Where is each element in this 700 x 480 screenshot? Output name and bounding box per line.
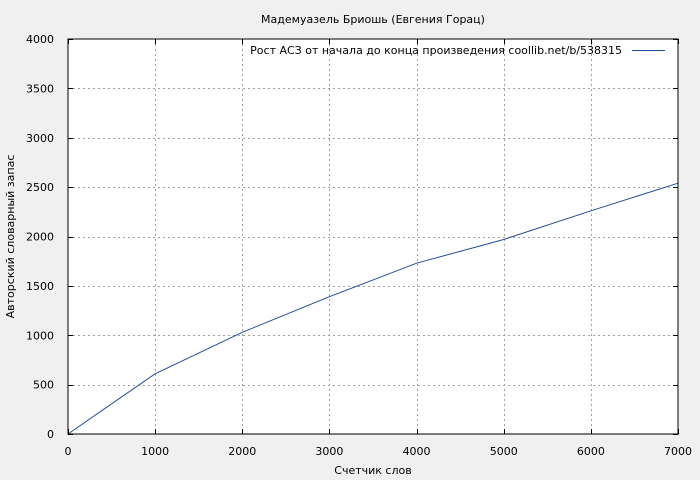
x-tick-label: 5000 [490,445,518,458]
x-tick-label: 0 [65,445,72,458]
y-tick-label: 500 [33,379,54,392]
x-tick-label: 2000 [228,445,256,458]
y-tick-label: 3500 [26,82,54,95]
axis-ticks: 0 1000 2000 3000 4000 5000 6000 7000 0 500 1000 150… [26,33,692,458]
x-tick-label: 3000 [315,445,343,458]
y-tick-label: 1000 [26,329,54,342]
chart-title: Мадемуазель Бриошь (Евгения Горац) [261,13,485,26]
x-tick-label: 1000 [141,445,169,458]
y-tick-label: 4000 [26,33,54,46]
x-tick-label: 4000 [403,445,431,458]
y-tick-label: 2500 [26,181,54,194]
series-layer [67,182,679,435]
plot-background [68,39,678,434]
x-tick-label: 6000 [577,445,605,458]
y-tick-label: 3000 [26,132,54,145]
series-line [67,182,679,435]
y-tick-label: 2000 [26,231,54,244]
x-tick-label: 7000 [664,445,692,458]
legend: Рост АСЗ от начала до конца произведения… [250,44,665,57]
y-axis-title: Авторский словарный запас [4,155,17,319]
x-axis-title: Счетчик слов [334,464,411,477]
y-tick-label: 1500 [26,280,54,293]
y-tick-label: 0 [47,428,54,441]
grid [68,39,678,434]
plot-frame [67,38,679,435]
legend-label: Рост АСЗ от начала до конца произведения… [250,44,622,57]
